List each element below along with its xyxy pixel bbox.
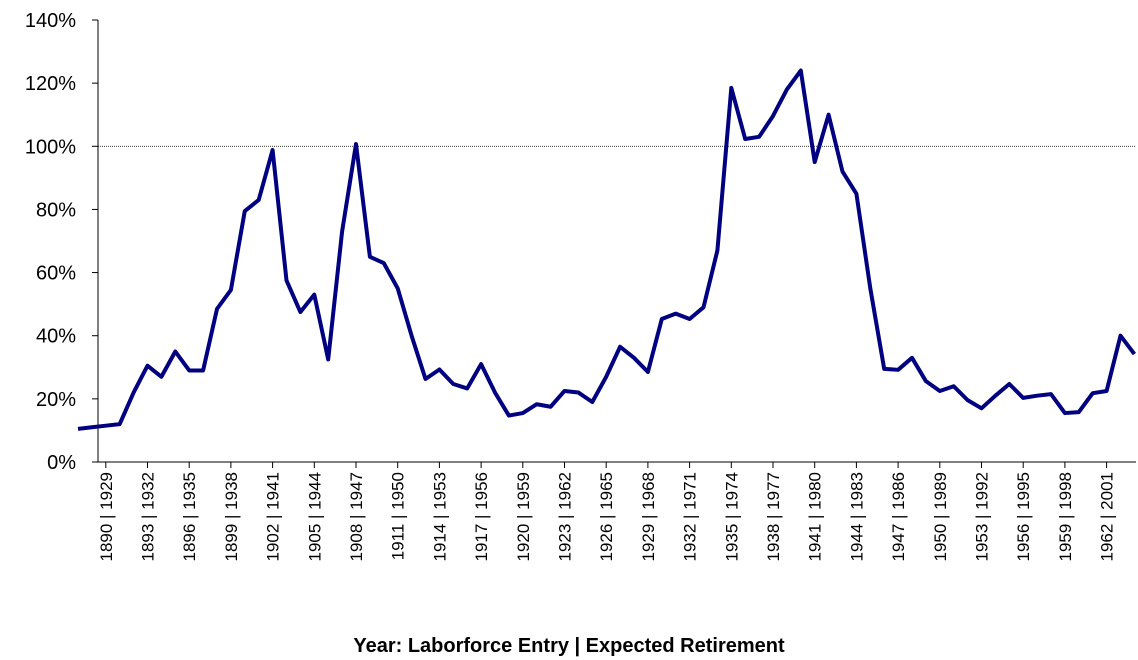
y-tick-label: 80% [36,199,76,221]
x-tick-label: 1959 | 1998 [1056,472,1075,562]
x-tick-label: 1890 | 1929 [97,472,116,562]
y-tick-label: 20% [36,389,76,411]
x-tick-label: 1914 | 1953 [430,472,449,562]
x-tick-label: 1905 | 1944 [305,472,324,562]
x-tick-label: 1947 | 1986 [889,472,908,562]
y-tick-label: 100% [25,136,76,158]
x-tick-label: 1917 | 1956 [472,472,491,562]
x-tick-label: 1920 | 1959 [514,472,533,562]
x-tick-label: 1932 | 1971 [681,472,700,562]
y-tick-label: 60% [36,263,76,285]
y-tick-label: 140% [25,10,76,32]
x-tick-label: 1950 | 1989 [931,472,950,562]
x-tick-label: 1962 | 2001 [1098,472,1117,562]
x-tick-label: 1935 | 1974 [722,472,741,562]
x-axis-title: Year: Laborforce Entry | Expected Retire… [353,635,785,657]
x-tick-label: 1944 | 1983 [847,472,866,562]
y-tick-label: 120% [25,73,76,95]
x-tick-label: 1893 | 1932 [139,472,158,562]
x-tick-label: 1899 | 1938 [222,472,241,562]
y-tick-label: 40% [36,326,76,348]
x-tick-label: 1938 | 1977 [764,472,783,562]
x-tick-label: 1923 | 1962 [556,472,575,562]
data-line [77,68,1136,431]
x-tick-label: 1956 | 1995 [1014,472,1033,562]
x-tick-label: 1941 | 1980 [806,472,825,562]
x-tick-label: 1926 | 1965 [597,472,616,562]
x-tick-label: 1908 | 1947 [347,472,366,562]
x-tick-label: 1902 | 1941 [264,472,283,562]
y-tick-label: 0% [47,452,76,474]
x-tick-label: 1929 | 1968 [639,472,658,562]
x-tick-label: 1953 | 1992 [973,472,992,562]
x-tick-label: 1896 | 1935 [180,472,199,562]
x-tick-label: 1911 | 1950 [389,472,408,560]
